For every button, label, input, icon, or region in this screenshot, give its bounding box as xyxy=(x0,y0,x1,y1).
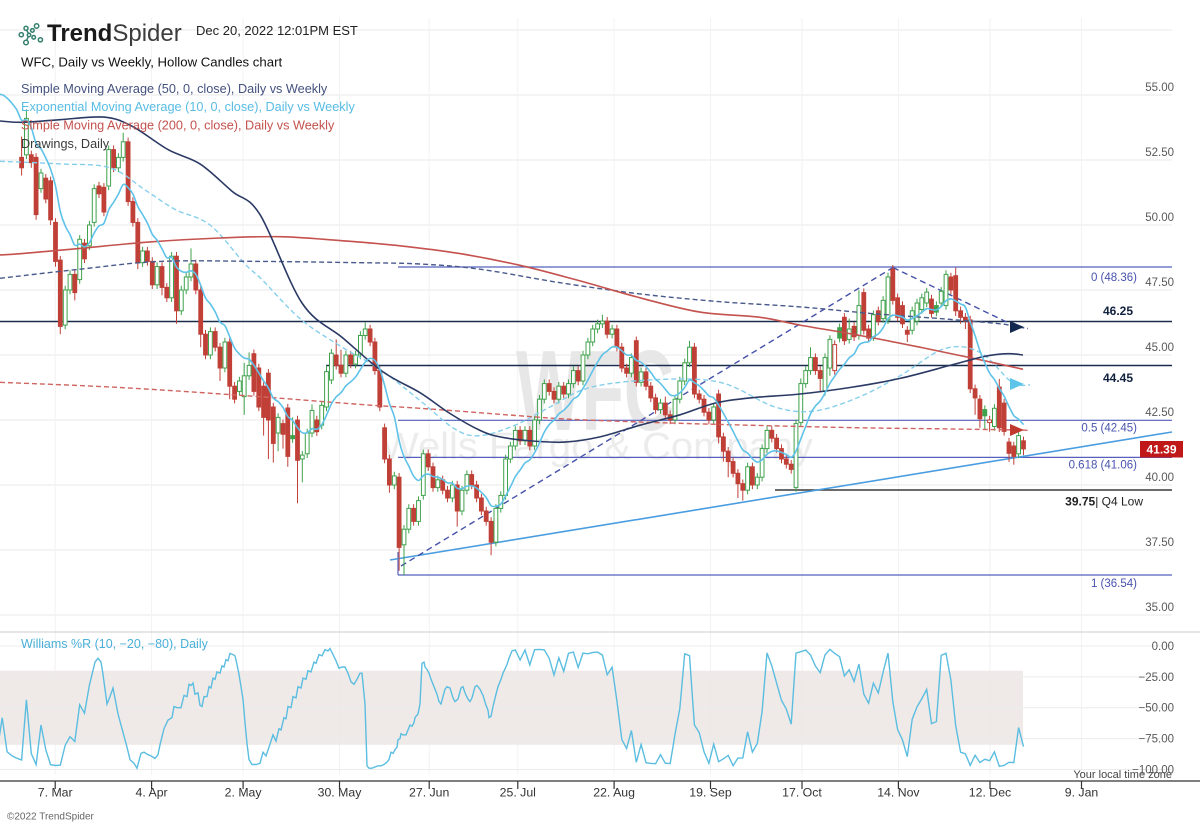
svg-text:41.39: 41.39 xyxy=(1146,443,1176,457)
svg-text:−75.00: −75.00 xyxy=(1139,734,1175,746)
svg-text:Simple Moving Average (50, 0,: Simple Moving Average (50, 0, close), Da… xyxy=(21,82,328,96)
svg-text:2. May: 2. May xyxy=(225,786,263,800)
svg-text:−100.00: −100.00 xyxy=(1132,765,1174,777)
svg-text:TrendSpider: TrendSpider xyxy=(47,20,182,47)
svg-text:0.00: 0.00 xyxy=(1152,641,1174,653)
svg-text:1 (36.54): 1 (36.54) xyxy=(1091,578,1137,590)
svg-text:Simple Moving Average (200, 0,: Simple Moving Average (200, 0, close), D… xyxy=(21,119,335,133)
svg-text:Williams %R (10, −20, −80), Da: Williams %R (10, −20, −80), Daily xyxy=(21,637,209,651)
svg-text:Exponential Moving Average (10: Exponential Moving Average (10, 0, close… xyxy=(21,100,355,114)
svg-text:Wells Fargo & Company: Wells Fargo & Company xyxy=(381,426,813,468)
svg-text:46.25: 46.25 xyxy=(1103,304,1133,318)
svg-text:0 (48.36): 0 (48.36) xyxy=(1091,272,1137,284)
svg-text:0.618 (41.06): 0.618 (41.06) xyxy=(1069,460,1138,472)
svg-text:22. Aug: 22. Aug xyxy=(593,786,635,800)
svg-text:Dec 20, 2022 12:01PM EST: Dec 20, 2022 12:01PM EST xyxy=(196,23,358,38)
svg-text:30. May: 30. May xyxy=(318,786,363,800)
svg-text:WFC, Daily vs Weekly, Hollow C: WFC, Daily vs Weekly, Hollow Candles cha… xyxy=(21,55,282,70)
svg-text:44.45: 44.45 xyxy=(1103,371,1133,385)
svg-text:17. Oct: 17. Oct xyxy=(782,786,822,800)
svg-text:12. Dec: 12. Dec xyxy=(969,786,1011,800)
svg-text:19. Sep: 19. Sep xyxy=(689,786,732,800)
svg-text:35.00: 35.00 xyxy=(1145,602,1174,614)
svg-text:Your local time zone: Your local time zone xyxy=(1073,769,1172,781)
svg-text:39.75| Q4 Low: 39.75| Q4 Low xyxy=(1065,495,1143,509)
svg-text:4. Apr: 4. Apr xyxy=(136,786,168,800)
svg-text:45.00: 45.00 xyxy=(1145,342,1174,354)
svg-text:27. Jun: 27. Jun xyxy=(409,786,449,800)
svg-text:40.00: 40.00 xyxy=(1145,472,1174,484)
svg-text:©2022 TrendSpider: ©2022 TrendSpider xyxy=(7,812,95,823)
svg-text:−50.00: −50.00 xyxy=(1139,703,1175,715)
svg-text:50.00: 50.00 xyxy=(1145,212,1174,224)
svg-text:−25.00: −25.00 xyxy=(1139,672,1175,684)
svg-text:47.50: 47.50 xyxy=(1145,277,1174,289)
svg-text:55.00: 55.00 xyxy=(1145,82,1174,94)
svg-text:0.5 (42.45): 0.5 (42.45) xyxy=(1081,423,1137,435)
svg-text:25. Jul: 25. Jul xyxy=(500,786,536,800)
svg-text:Drawings, Daily: Drawings, Daily xyxy=(21,137,110,151)
svg-text:42.50: 42.50 xyxy=(1145,407,1174,419)
svg-text:7. Mar: 7. Mar xyxy=(38,786,73,800)
svg-text:9. Jan: 9. Jan xyxy=(1065,786,1099,800)
svg-text:14. Nov: 14. Nov xyxy=(877,786,920,800)
svg-text:37.50: 37.50 xyxy=(1145,537,1174,549)
svg-text:52.50: 52.50 xyxy=(1145,147,1174,159)
